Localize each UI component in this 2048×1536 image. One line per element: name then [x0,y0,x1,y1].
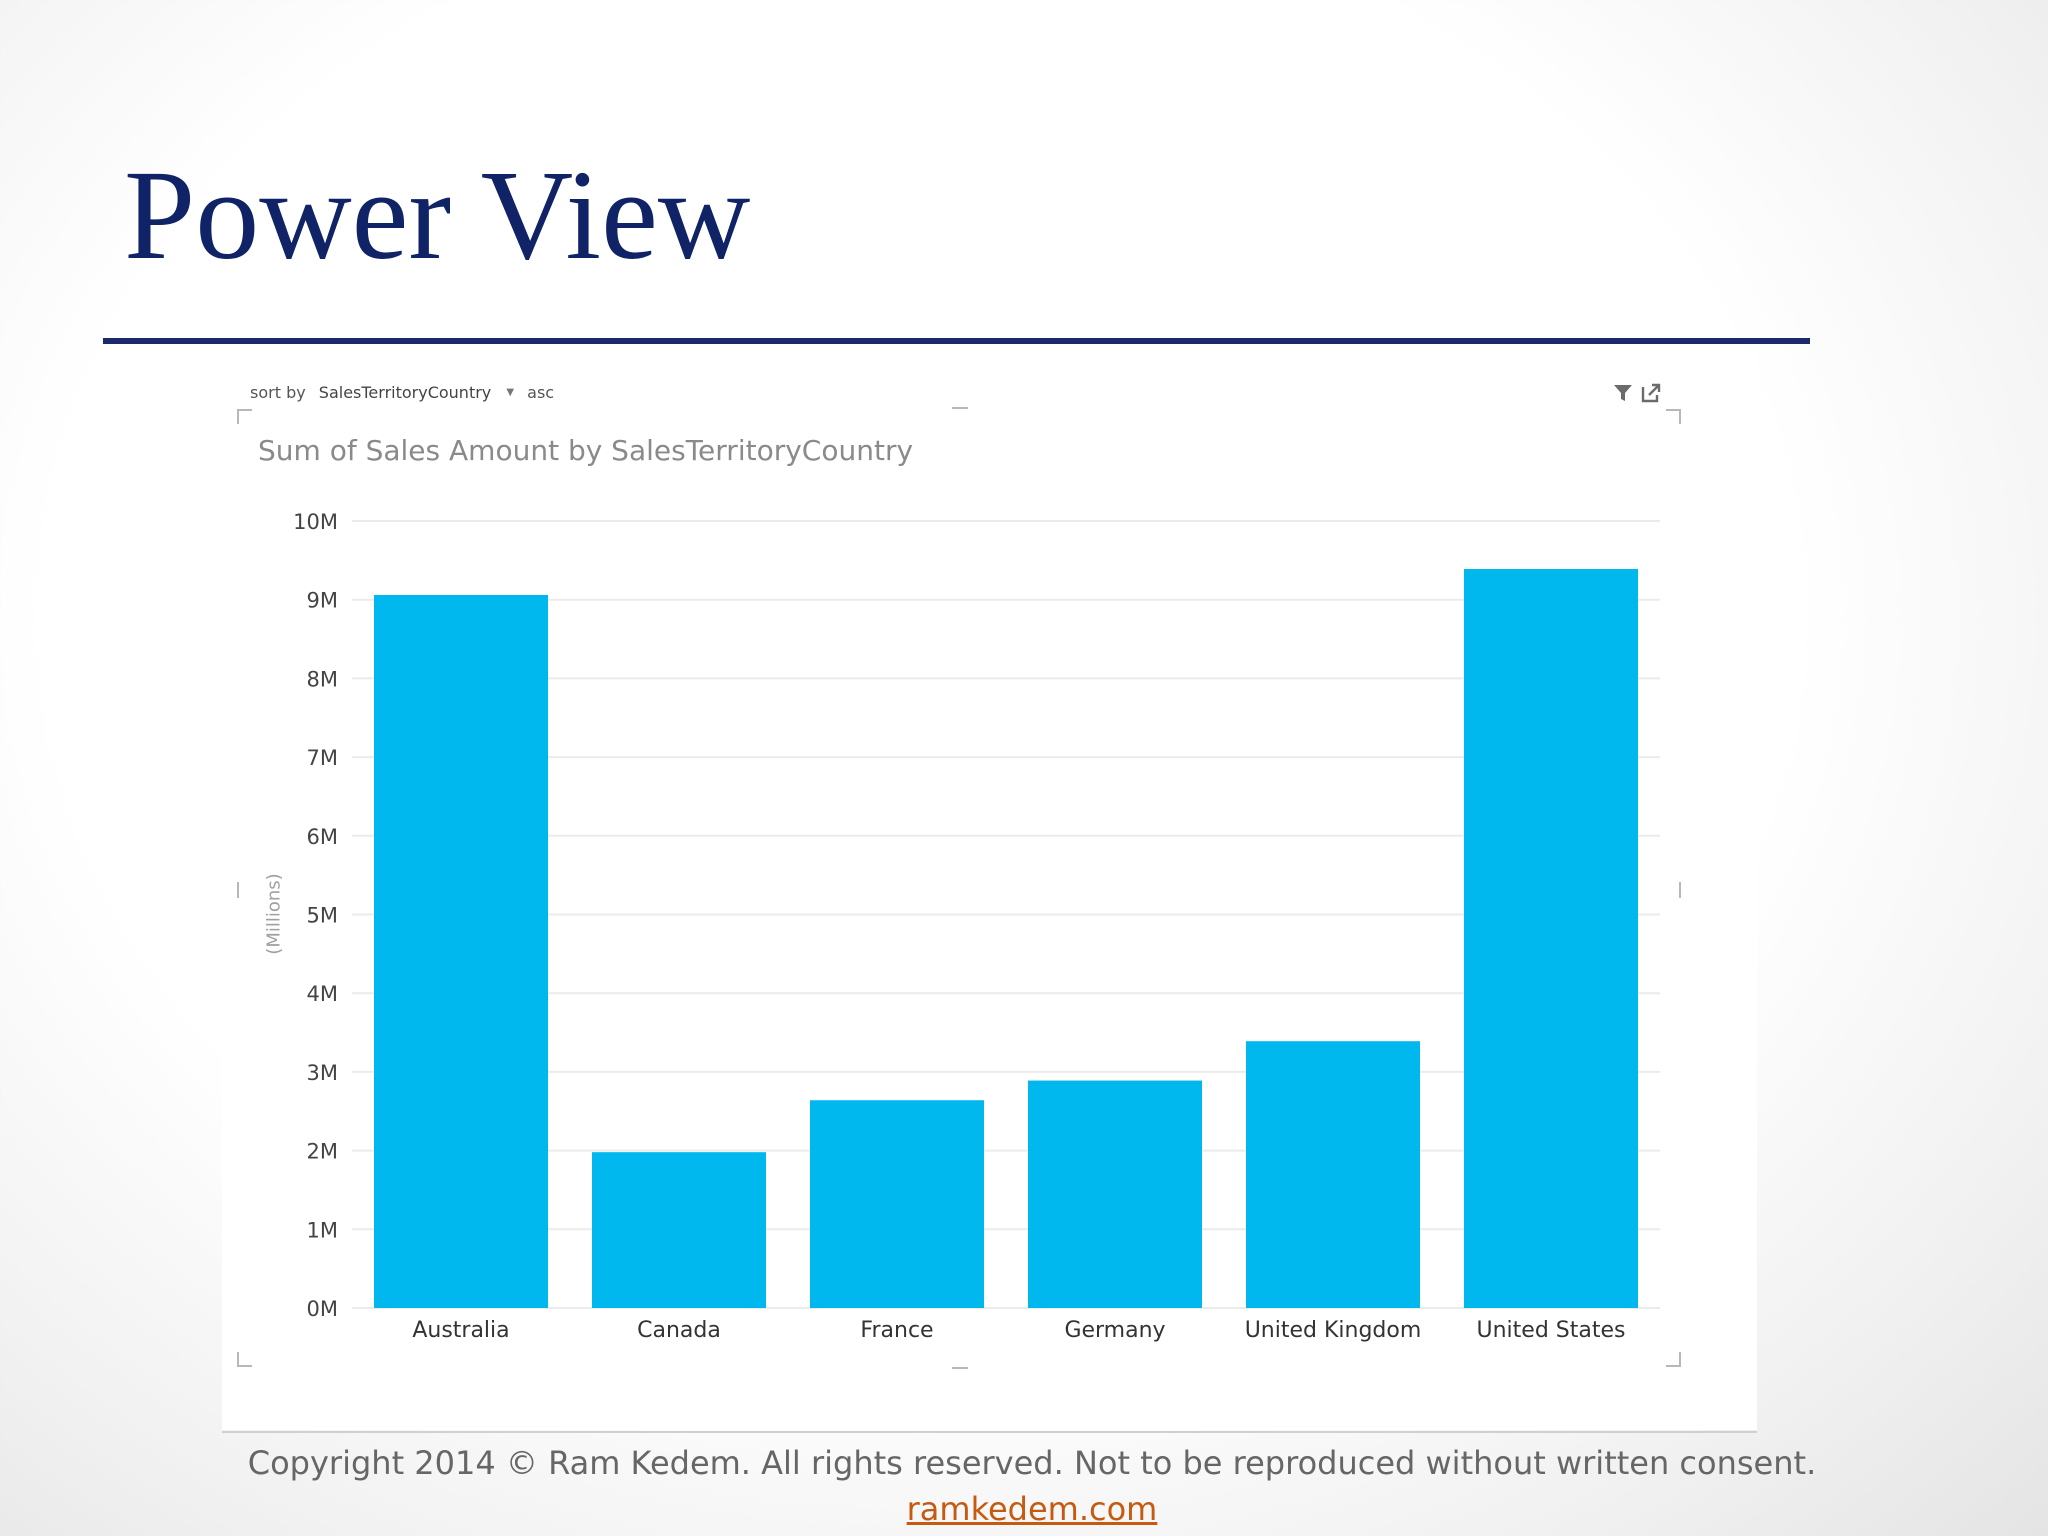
sort-label: sort by [250,383,306,402]
bar-germany[interactable] [1028,1080,1202,1308]
y-tick-label: 1M [307,1218,338,1242]
website-link[interactable]: ramkedem.com [906,1490,1158,1528]
y-tick-label: 0M [307,1297,338,1321]
resize-handle[interactable] [1666,409,1681,424]
resize-handle[interactable] [237,409,252,424]
resize-handle[interactable] [1666,1352,1681,1367]
x-tick-label: Australia [412,1318,509,1343]
bar-canada[interactable] [592,1152,766,1308]
resize-handle[interactable] [237,1352,252,1367]
x-tick-label: France [860,1318,933,1343]
panel-divider [222,1431,1757,1433]
bar-united-kingdom[interactable] [1246,1041,1420,1308]
sort-bar[interactable]: sort by SalesTerritoryCountry ▼ asc [250,382,554,402]
y-tick-label: 8M [307,667,338,691]
x-tick-label: Germany [1064,1318,1165,1343]
bars [374,569,1638,1308]
pop-out-icon[interactable] [1640,382,1662,404]
sort-dropdown-icon[interactable]: ▼ [506,387,515,398]
y-tick-label: 7M [307,746,338,770]
bar-united-states[interactable] [1464,569,1638,1308]
x-tick-label: United States [1477,1318,1626,1343]
y-tick-label: 4M [307,982,338,1006]
y-tick-label: 2M [307,1140,338,1164]
panel-toolbar [1612,380,1662,406]
sort-direction[interactable]: asc [527,383,555,402]
x-tick-label: United Kingdom [1245,1318,1422,1343]
title-rule [103,338,1810,344]
x-tick-labels: Australia Canada France Germany United Kingd… [412,1318,1625,1343]
chart-title: Sum of Sales Amount by SalesTerritoryCou… [258,434,914,467]
y-tick-label: 3M [307,1061,338,1085]
filter-icon[interactable] [1612,382,1634,404]
visual-frame-marks [237,407,1681,1369]
copyright-notice: Copyright 2014 © Ram Kedem. All rights r… [247,1444,1817,1482]
bar-france[interactable] [810,1100,984,1308]
slide-title: Power View [124,144,751,286]
y-tick-label: 9M [307,589,338,613]
gridlines [352,520,1660,1309]
x-tick-label: Canada [637,1318,721,1343]
y-tick-label: 6M [307,825,338,849]
bar-australia[interactable] [374,594,548,1308]
sort-field[interactable]: SalesTerritoryCountry [318,383,492,402]
y-tick-label: 10M [293,510,338,534]
y-tick-label: 5M [307,904,338,928]
y-tick-labels: 0M 1M 2M 3M 4M 5M 6M 7M 8M 9M 10M [293,510,338,1321]
